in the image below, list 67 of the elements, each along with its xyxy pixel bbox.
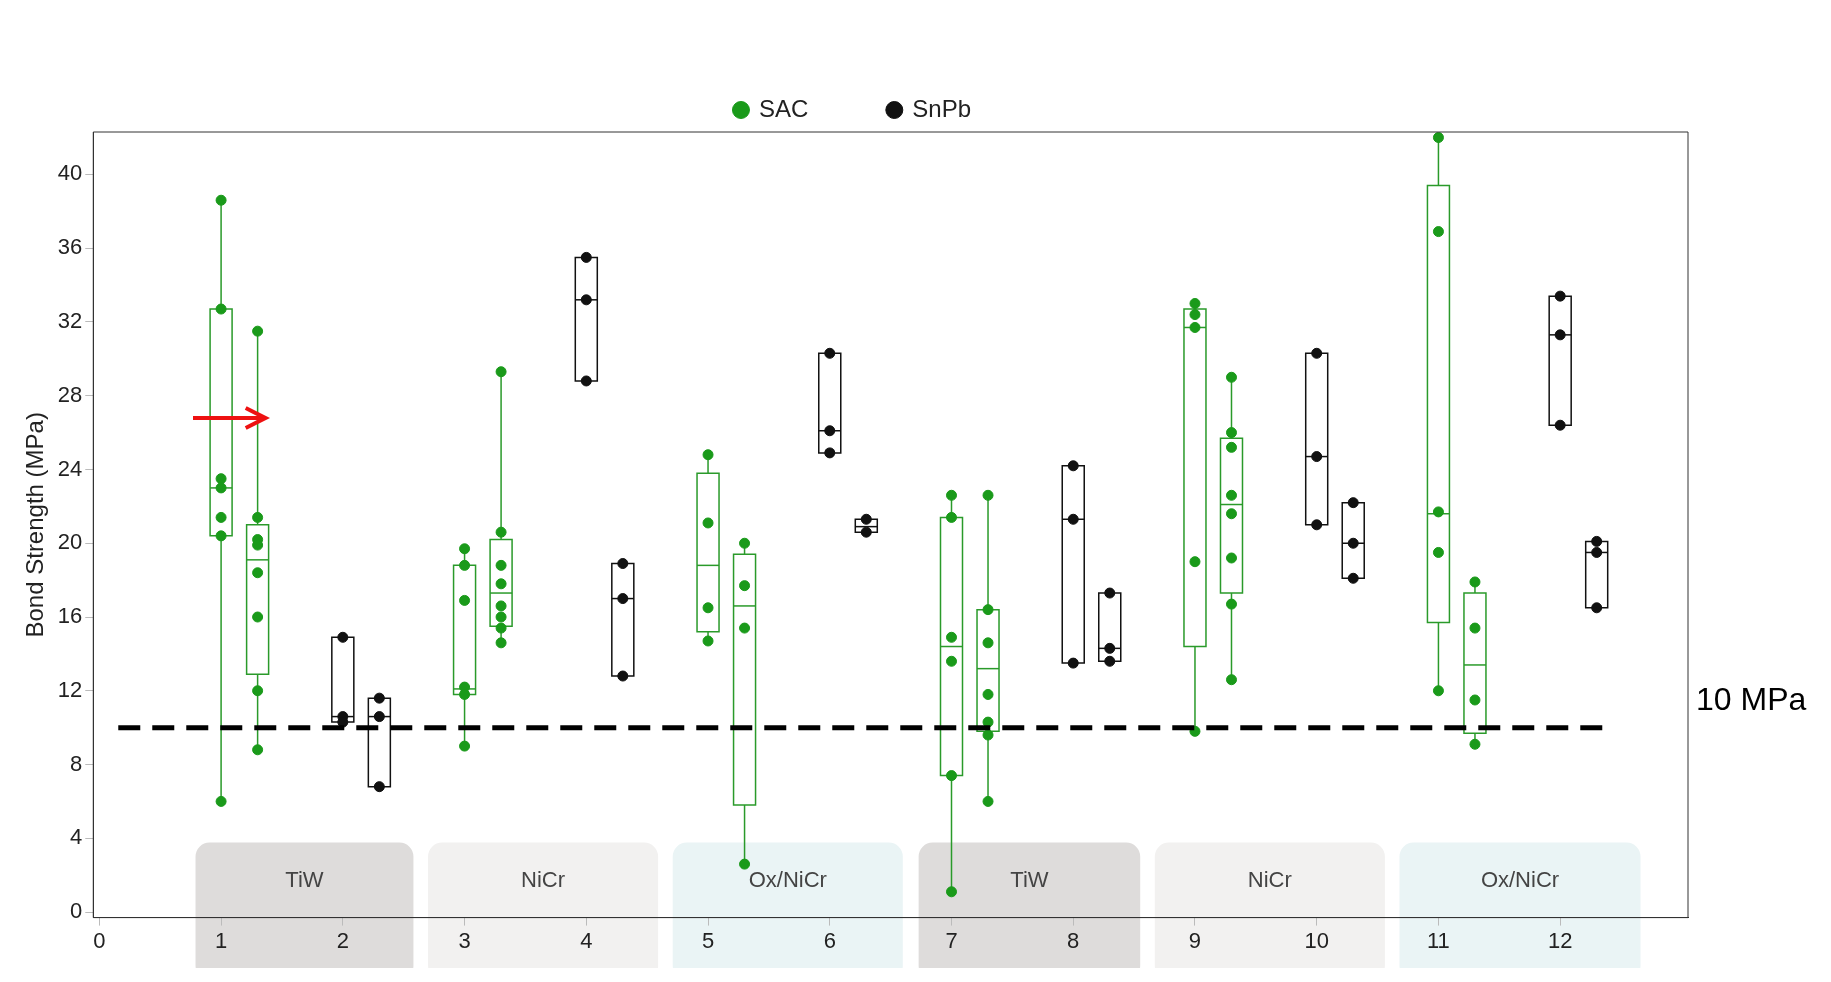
x-tick-label: 4: [580, 927, 593, 953]
band-label: NiCr: [1247, 866, 1292, 892]
point: [1347, 537, 1359, 549]
y-tick-label: 16: [57, 603, 83, 629]
point: [1554, 329, 1566, 341]
x-tick-label: 2: [336, 927, 349, 953]
point: [1591, 546, 1603, 558]
band-label: Ox/NiCr: [748, 866, 827, 892]
band-label: TiW: [285, 866, 324, 892]
x-tick-label: 3: [458, 927, 471, 953]
point: [860, 513, 872, 525]
legend-label: SnPb: [912, 94, 972, 122]
x-tick-label: 5: [701, 927, 715, 953]
point: [373, 781, 385, 793]
point: [373, 711, 385, 723]
point: [1311, 347, 1323, 359]
x-tick-label: 6: [823, 927, 836, 953]
y-tick-label: 28: [57, 381, 83, 407]
x-tick-label: 7: [945, 927, 958, 953]
band-label: NiCr: [521, 866, 566, 892]
point: [617, 670, 629, 682]
point: [617, 593, 629, 605]
point: [1067, 657, 1079, 669]
point: [1591, 535, 1603, 547]
point: [824, 447, 836, 459]
point: [860, 526, 872, 538]
legend-label: SAC: [758, 94, 809, 122]
y-tick-label: 12: [57, 676, 83, 702]
point: [1311, 451, 1323, 463]
point: [1554, 419, 1566, 431]
point: [580, 251, 592, 263]
y-tick-label: 0: [70, 898, 83, 924]
x-tick-label: 11: [1427, 927, 1450, 953]
x-tick-label: 1: [214, 927, 228, 953]
y-tick-label: 8: [70, 750, 83, 776]
point: [1591, 602, 1603, 614]
point: [1104, 655, 1116, 667]
ref-line-label: 10 MPa: [1696, 681, 1807, 718]
y-tick-label: 40: [57, 160, 83, 186]
point: [617, 558, 629, 570]
x-tick-label: 0: [93, 927, 106, 953]
y-tick-label: 32: [57, 308, 83, 334]
point: [1554, 290, 1566, 302]
x-tick-label: 10: [1304, 927, 1329, 953]
y-tick-label: 4: [70, 824, 83, 850]
x-tick-label: 12: [1547, 927, 1573, 953]
point: [373, 692, 385, 704]
point: [1104, 587, 1116, 599]
y-tick-label: 36: [57, 234, 83, 260]
point: [1347, 497, 1359, 509]
x-tick-label: 9: [1188, 927, 1202, 953]
point: [824, 425, 836, 437]
point: [337, 631, 349, 643]
point: [580, 294, 592, 306]
x-tick-label: 8: [1067, 927, 1080, 953]
point: [1067, 513, 1079, 525]
y-axis-title: Bond Strength (MPa): [21, 412, 49, 638]
point: [1347, 572, 1359, 584]
point: [580, 375, 592, 387]
point: [1104, 642, 1116, 654]
band-label: TiW: [1010, 866, 1049, 892]
y-tick-label: 20: [57, 529, 83, 555]
point: [1067, 460, 1079, 472]
band-label: Ox/NiCr: [1480, 866, 1560, 892]
y-tick-label: 24: [57, 455, 83, 481]
point: [1311, 519, 1323, 531]
point: [824, 347, 836, 359]
